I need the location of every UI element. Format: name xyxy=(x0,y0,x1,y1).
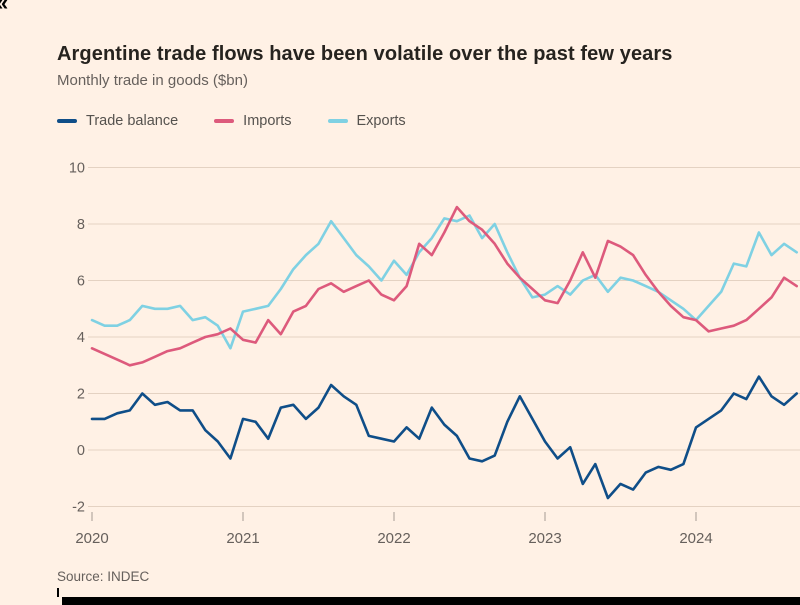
bottom-edge-bar xyxy=(62,597,800,605)
exports-swatch-icon xyxy=(327,119,348,123)
chart-legend: Trade balance Imports Exports xyxy=(57,113,406,129)
source-note: Source: INDEC xyxy=(57,569,150,584)
legend-label: Imports xyxy=(243,113,292,129)
x-axis-label: 2024 xyxy=(679,530,712,547)
chart-title: Argentine trade flows have been volatile… xyxy=(57,43,673,66)
y-axis-label: 6 xyxy=(77,274,85,290)
legend-label: Trade balance xyxy=(86,113,179,129)
legend-item-imports: Imports xyxy=(214,113,292,129)
x-axis-label: 2022 xyxy=(377,530,410,547)
y-axis-label: -2 xyxy=(72,500,85,516)
x-axis-label: 2020 xyxy=(75,530,108,547)
trade-balance-swatch-icon xyxy=(57,119,77,123)
series-line-imports xyxy=(90,205,799,367)
series-line-trade-balance xyxy=(90,375,799,500)
chart-subtitle: Monthly trade in goods ($bn) xyxy=(57,72,248,89)
y-axis-label: 10 xyxy=(69,161,85,177)
y-axis-label: 0 xyxy=(77,443,85,459)
y-axis-label: 8 xyxy=(77,217,85,233)
y-axis-label: 2 xyxy=(77,387,85,403)
page-corner-glyph: « xyxy=(0,0,8,14)
legend-label: Exports xyxy=(356,113,406,129)
x-axis-label: 2023 xyxy=(528,530,561,547)
text-cursor-mark xyxy=(57,588,59,597)
imports-swatch-icon xyxy=(214,119,235,123)
y-axis-label: 4 xyxy=(77,330,85,346)
x-axis-label: 2021 xyxy=(226,530,259,547)
legend-item-exports: Exports xyxy=(327,113,406,129)
series-line-exports xyxy=(90,214,799,350)
legend-item-trade-balance: Trade balance xyxy=(57,113,178,129)
